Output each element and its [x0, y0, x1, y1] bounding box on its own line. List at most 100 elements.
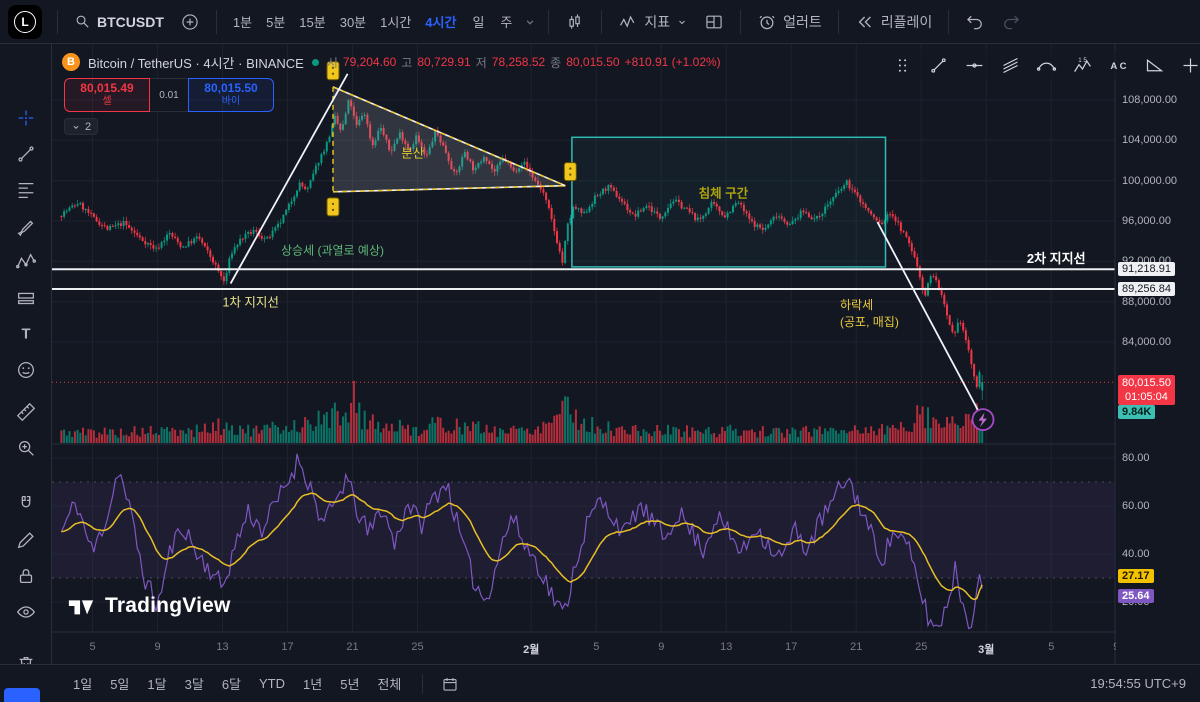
symbol-title[interactable]: Bitcoin / TetherUS · 4시간 · BINANCE	[88, 55, 304, 71]
annotation-support-1[interactable]: 1차 지지선	[222, 295, 279, 310]
time-label-2월: 2월	[523, 644, 540, 656]
range-1일[interactable]: 1일	[73, 677, 93, 692]
interval-1분[interactable]: 1분	[232, 15, 253, 30]
replay-button[interactable]: 리플레이	[848, 7, 940, 37]
logo-letter: L	[14, 10, 36, 33]
xabcd-pattern-tool[interactable]	[10, 246, 42, 278]
range-5일[interactable]: 5일	[110, 677, 130, 692]
undo-button[interactable]	[958, 7, 992, 37]
text-tool[interactable]: T	[10, 318, 42, 350]
divider	[740, 9, 742, 34]
session-clock[interactable]: 19:54:55 UTC+9	[1090, 676, 1186, 691]
redo-button[interactable]	[994, 7, 1028, 37]
text-pattern-tool[interactable]: A C	[1100, 50, 1136, 80]
support2-price-tag: 89,256.84	[1118, 281, 1175, 296]
annotation-downtrend[interactable]: 하락세 (공포, 매집)	[840, 297, 899, 329]
trend-line-tool[interactable]	[10, 138, 42, 170]
legend-collapse-chip[interactable]: 2	[64, 118, 99, 135]
interval-1시간[interactable]: 1시간	[380, 15, 412, 30]
zoom-in-tool[interactable]	[10, 432, 42, 464]
price-tick: 96,000.00	[1122, 214, 1171, 227]
interval-5분[interactable]: 5분	[266, 15, 286, 30]
tradingview-logo-icon	[66, 592, 96, 620]
chevron-down-icon[interactable]	[521, 13, 539, 31]
fib-retracement-tool[interactable]	[10, 174, 42, 206]
tradingview-logo[interactable]: L	[8, 4, 42, 39]
replay-label: 리플레이	[880, 13, 933, 30]
change-value: +810.91 (+1.02%)	[624, 55, 721, 69]
parallel-channel-tool[interactable]	[992, 50, 1028, 80]
spread-value: 0.01	[150, 78, 188, 112]
measure-tool[interactable]	[10, 396, 42, 428]
horizontal-line-tool[interactable]	[956, 50, 992, 80]
emoji-tool[interactable]	[10, 354, 42, 386]
annotation-stagnation-zone[interactable]: 침체 구간	[698, 186, 749, 201]
sell-button[interactable]: 80,015.49 셀	[64, 78, 150, 112]
ohlc-values: 시 79,204.60 고 80,729.91 저 78,258.52 종 80,015…	[327, 54, 721, 71]
chart-style-button[interactable]	[558, 7, 592, 37]
time-axis[interactable]: 59131721252월59131721253월59	[0, 632, 1130, 664]
corner-widget[interactable]	[4, 688, 40, 702]
divider	[422, 673, 424, 694]
volume-tag: 9.84K	[1118, 405, 1156, 419]
price-tick: 84,000.00	[1122, 335, 1171, 348]
alert-label: 얼러트	[783, 13, 822, 30]
range-1달[interactable]: 1달	[147, 677, 167, 692]
annotation-support-2[interactable]: 2차 지지선	[1026, 251, 1086, 267]
range-YTD[interactable]: YTD	[259, 676, 286, 691]
range-전체[interactable]: 전체	[377, 677, 402, 692]
interval-30분[interactable]: 30분	[339, 15, 367, 30]
symbol-search-button[interactable]: BTCUSDT	[67, 8, 171, 35]
drag-handle[interactable]	[884, 50, 920, 80]
polyline-tool[interactable]: 1 5	[1064, 50, 1100, 80]
time-label-25: 25	[915, 641, 928, 653]
hide-tool[interactable]	[10, 596, 42, 628]
buy-button[interactable]: 80,015.50 바이	[188, 78, 274, 112]
candles-icon	[565, 12, 585, 32]
alarm-clock-icon	[757, 12, 777, 32]
indicators-label: 지표	[644, 13, 671, 30]
svg-text:T: T	[22, 327, 31, 343]
compare-add-button[interactable]	[173, 7, 207, 37]
interval-day[interactable]: 일	[472, 15, 485, 30]
range-5년[interactable]: 5년	[340, 677, 360, 692]
curve-tool[interactable]	[1028, 50, 1064, 80]
brush-tool[interactable]	[10, 210, 42, 242]
replay-icon	[855, 12, 875, 32]
chevron-down-icon	[676, 16, 688, 28]
magnet-tool[interactable]	[10, 488, 42, 520]
crosshair-tool[interactable]	[10, 102, 42, 134]
draw-edit-tool[interactable]	[10, 524, 42, 556]
alert-button[interactable]: 얼러트	[750, 7, 829, 37]
close-label: 종	[550, 55, 562, 70]
svg-text:A C: A C	[1110, 61, 1126, 72]
lock-tool[interactable]	[10, 560, 42, 592]
layout-grid-icon	[704, 12, 724, 32]
interval-4시간[interactable]: 4시간	[425, 15, 457, 30]
chart-legend[interactable]: B Bitcoin / TetherUS · 4시간 · BINANCE 시 79…	[62, 52, 721, 72]
tradingview-watermark[interactable]: TradingView	[66, 592, 231, 620]
indicators-button[interactable]: 지표	[611, 7, 695, 37]
range-1년[interactable]: 1년	[303, 677, 323, 692]
range-3달[interactable]: 3달	[184, 677, 204, 692]
interval-week[interactable]: 주	[500, 15, 513, 30]
last-price-tag: 80,015.50 01:05:04	[1118, 375, 1175, 406]
last-price-value: 80,015.50	[1122, 377, 1171, 390]
annotation-uptrend[interactable]: 상승세 (과열로 예상)	[281, 243, 384, 258]
oscillator-tick: 60.00	[1122, 500, 1150, 512]
go-to-date-button[interactable]	[435, 675, 465, 693]
oscillator-tick: 80.00	[1122, 452, 1150, 464]
triangle-pattern-tool[interactable]	[1136, 50, 1172, 80]
clipped-tool[interactable]	[1172, 50, 1200, 80]
range-6달[interactable]: 6달	[221, 677, 242, 692]
interval-15분[interactable]: 15분	[299, 15, 326, 30]
trend-line-tool[interactable]	[920, 50, 956, 80]
price-axis[interactable]: 91,218.91 89,256.84 80,015.50 01:05:04 9…	[1116, 44, 1200, 664]
annotation-dispersion[interactable]: 분산	[401, 146, 425, 161]
long-position-tool[interactable]	[10, 282, 42, 314]
layout-button[interactable]	[697, 7, 731, 37]
price-tick: 104,000.00	[1122, 134, 1178, 147]
open-value: 79,204.60	[342, 55, 397, 69]
divider	[837, 9, 839, 34]
